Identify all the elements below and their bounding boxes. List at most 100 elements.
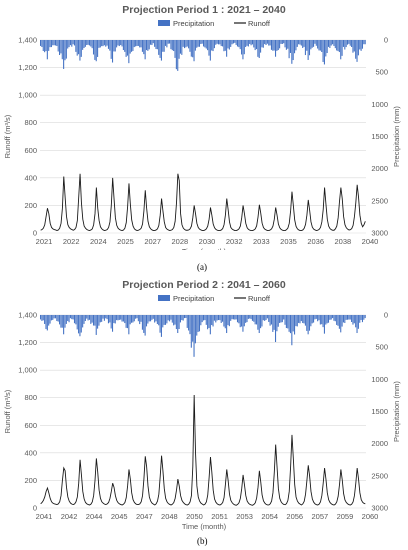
precipitation-bar — [291, 40, 293, 64]
precipitation-bar — [50, 40, 52, 48]
precipitation-bar — [82, 315, 84, 328]
precipitation-bar — [162, 40, 164, 52]
precipitation-bar — [67, 315, 69, 322]
precipitation-bar — [111, 40, 114, 63]
precipitation-bar — [249, 40, 251, 44]
precipitation-bar — [246, 315, 248, 323]
y2-tick-label: 2500 — [371, 471, 388, 480]
precipitation-bar — [91, 40, 93, 49]
precipitation-bar — [317, 40, 319, 49]
precipitation-bar — [60, 315, 62, 328]
precipitation-bar — [208, 40, 210, 56]
precipitation-bar — [227, 315, 229, 326]
precipitation-bar — [160, 315, 162, 337]
precipitation-bar — [145, 40, 148, 51]
precipitation-bar — [260, 315, 262, 329]
y-axis-title: Runoff (m³/s) — [3, 389, 12, 433]
precipitation-bar — [292, 315, 294, 332]
precipitation-bar — [110, 315, 112, 329]
precipitation-bar — [106, 315, 108, 320]
precipitation-bar — [205, 40, 207, 49]
y2-tick-label: 0 — [384, 36, 388, 45]
precipitation-bar — [338, 40, 340, 53]
precipitation-bar — [288, 40, 290, 59]
precipitation-bar — [148, 315, 150, 322]
y-tick-label: 800 — [24, 393, 37, 402]
precipitation-bar — [215, 40, 217, 45]
precipitation-bar — [162, 315, 164, 328]
precipitation-bar — [67, 40, 69, 49]
precipitation-bar — [235, 315, 237, 320]
precipitation-bar — [139, 40, 141, 48]
precipitation-bar — [103, 315, 105, 321]
precipitation-bar — [241, 40, 243, 55]
x-tick-label: 2022 — [63, 237, 80, 246]
precipitation-bar — [72, 315, 74, 320]
precipitation-bar — [334, 40, 336, 49]
precipitation-bar — [314, 40, 316, 44]
precipitation-bar — [90, 40, 92, 47]
precipitation-bar — [253, 40, 255, 48]
precipitation-bar — [49, 40, 51, 48]
precipitation-bar — [136, 40, 138, 46]
precipitation-bar — [90, 315, 92, 324]
y2-tick-label: 0 — [384, 311, 388, 320]
precipitation-bar — [200, 40, 202, 45]
precipitation-bar — [196, 315, 198, 336]
y-tick-label: 1,400 — [18, 36, 37, 45]
precipitation-bar — [242, 315, 244, 332]
x-tick-label: 2041 — [36, 512, 53, 521]
precipitation-bar — [289, 315, 292, 334]
precipitation-bar — [137, 315, 139, 322]
precipitation-bar — [310, 40, 312, 50]
precipitation-bar — [156, 315, 158, 325]
y2-tick-label: 1000 — [371, 100, 388, 109]
precipitation-bar — [245, 315, 247, 323]
precipitation-bar — [201, 40, 203, 44]
precipitation-bar — [91, 315, 93, 323]
x-tick-label: 2059 — [337, 512, 354, 521]
precipitation-bar — [42, 40, 44, 51]
chart-title: Projection Period 2 : 2041 – 2060 — [122, 279, 286, 291]
precipitation-bar — [122, 40, 124, 51]
precipitation-bar — [95, 40, 97, 62]
precipitation-bar — [344, 315, 346, 324]
precipitation-bar — [192, 40, 194, 58]
precipitation-bar — [65, 315, 67, 324]
precipitation-bar — [295, 315, 297, 327]
precipitation-bar — [332, 40, 334, 45]
precipitation-bar — [269, 315, 271, 326]
precipitation-bar — [287, 315, 289, 329]
y2-tick-label: 2500 — [371, 196, 388, 205]
precipitation-bar — [160, 40, 162, 61]
precipitation-bar — [188, 40, 190, 49]
precipitation-bar — [213, 40, 215, 49]
precipitation-bar — [313, 315, 315, 323]
precipitation-bar — [361, 40, 364, 49]
precipitation-bar — [203, 315, 205, 321]
precipitation-bar — [274, 315, 277, 343]
precipitation-bar — [294, 40, 296, 54]
precipitation-bar — [242, 40, 244, 60]
precipitation-bar — [154, 315, 156, 323]
y-tick-label: 0 — [33, 229, 37, 238]
precipitation-bar — [327, 315, 330, 323]
precipitation-bar — [207, 40, 209, 51]
precipitation-bar — [283, 315, 285, 320]
precipitation-bar — [298, 40, 300, 45]
precipitation-bar — [277, 315, 279, 327]
precipitation-bar — [148, 40, 150, 50]
precipitation-bar — [164, 315, 167, 325]
precipitation-bar — [41, 40, 43, 48]
precipitation-bar — [222, 315, 224, 322]
precipitation-bar — [151, 315, 153, 320]
precipitation-bar — [140, 40, 142, 48]
precipitation-bar — [120, 315, 122, 320]
precipitation-bar — [279, 315, 281, 323]
precipitation-bar — [236, 40, 239, 47]
x-tick-label: 2040 — [362, 237, 379, 246]
precipitation-bar — [178, 40, 180, 59]
precipitation-bar — [193, 40, 195, 62]
precipitation-bar — [281, 315, 283, 323]
precipitation-bar — [359, 315, 361, 323]
